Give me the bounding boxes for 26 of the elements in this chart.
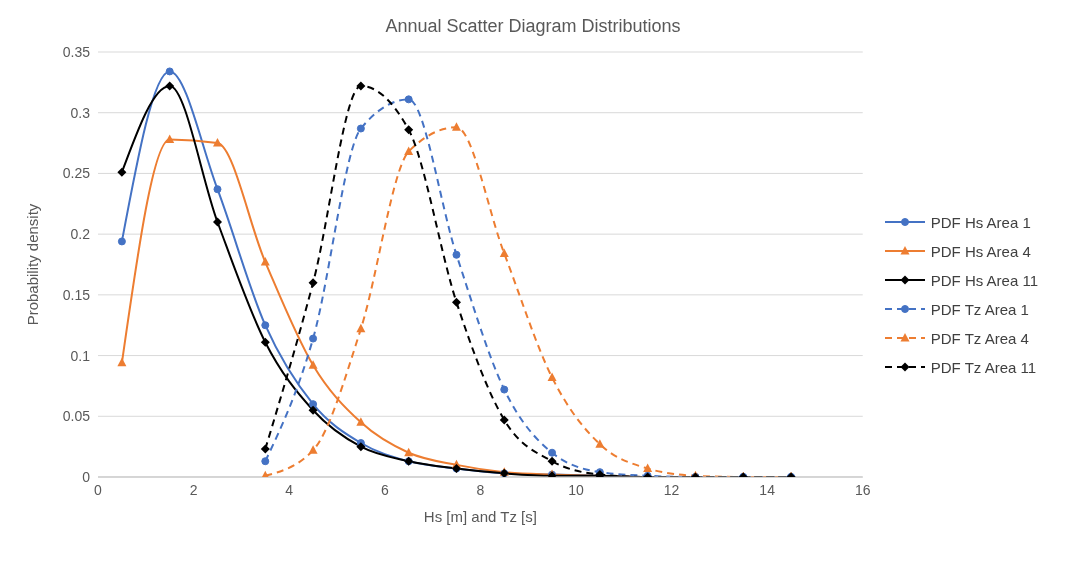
x-tick-label: 4 [285, 481, 294, 498]
x-tick-label: 10 [568, 481, 584, 498]
y-tick-label: 0.1 [70, 347, 91, 364]
y-tick-label: 0.3 [70, 104, 91, 121]
x-tick-label: 8 [476, 481, 485, 498]
legend-label: PDF Tz Area 11 [930, 358, 1037, 376]
y-tick-label: 0.35 [62, 43, 91, 60]
y-tick-label: 0.2 [70, 226, 91, 243]
legend-label: PDF Hs Area 11 [930, 271, 1038, 289]
legend-label: PDF Hs Area 4 [930, 242, 1031, 260]
chart-title: Annual Scatter Diagram Distributions [384, 15, 682, 37]
x-tick-label: 16 [854, 481, 871, 498]
x-tick-label: 2 [189, 481, 198, 498]
legend-label: PDF Tz Area 1 [930, 300, 1029, 318]
y-tick-label: 0.25 [62, 165, 91, 182]
x-tick-label: 0 [94, 481, 103, 498]
y-tick-label: 0.15 [62, 286, 91, 303]
y-axis-title: Probability density [24, 203, 42, 326]
x-tick-label: 12 [663, 481, 680, 498]
legend-label: PDF Tz Area 4 [930, 329, 1029, 347]
x-tick-label: 14 [759, 481, 776, 498]
y-tick-label: 0 [82, 468, 91, 485]
x-axis-title: Hs [m] and Tz [s] [423, 508, 537, 525]
x-tick-label: 6 [380, 481, 389, 498]
legend-label: PDF Hs Area 1 [930, 213, 1031, 231]
y-tick-label: 0.05 [62, 408, 91, 425]
